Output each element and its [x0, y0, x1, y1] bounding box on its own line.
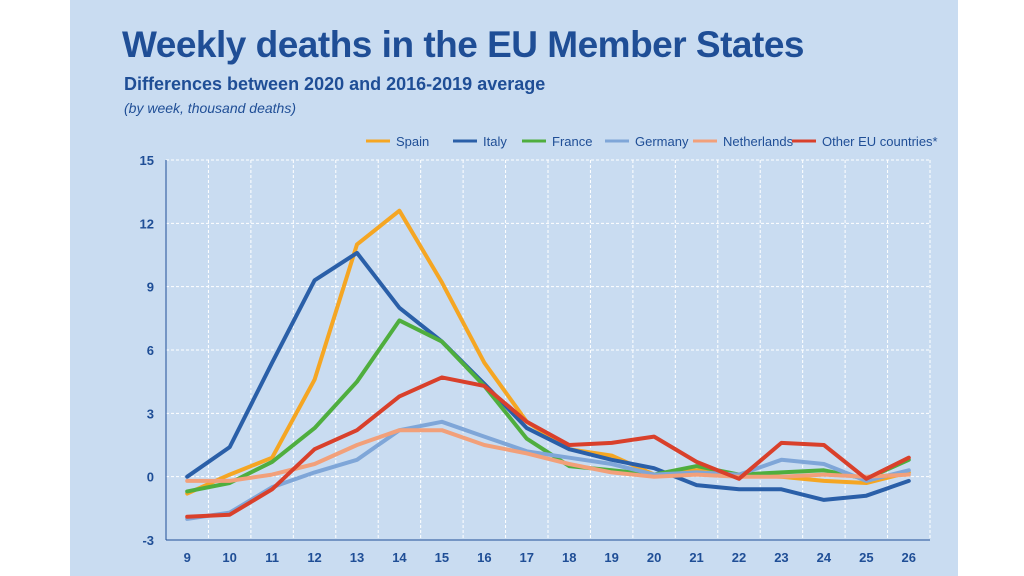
- x-tick-label: 11: [265, 550, 279, 565]
- x-tick-label: 15: [435, 550, 449, 565]
- y-tick-label: 12: [140, 216, 154, 231]
- series-line-france: [185, 318, 911, 494]
- y-tick-label: 0: [147, 470, 154, 485]
- x-tick-label: 19: [604, 550, 618, 565]
- x-tick-label: 13: [350, 550, 364, 565]
- line-chart: -3 0 3 6 9 12 15 9 10 11 12 13 14 15 16 17 18 19 20 21 22 23 2…: [140, 134, 938, 565]
- series-line-germany: [185, 419, 911, 521]
- legend-label: France: [552, 134, 592, 149]
- x-tick-label: 14: [392, 550, 407, 565]
- x-tick-label: 24: [817, 550, 832, 565]
- chart-subtitle: Differences between 2020 and 2016-2019 a…: [124, 74, 546, 94]
- series-line-italy: [185, 250, 911, 502]
- x-tick-label: 20: [647, 550, 661, 565]
- legend-label: Germany: [635, 134, 689, 149]
- x-tick-label: 22: [732, 550, 746, 565]
- x-tick-label: 16: [477, 550, 491, 565]
- x-tick-label: 10: [222, 550, 236, 565]
- x-tick-label: 12: [307, 550, 321, 565]
- y-tick-label: 6: [147, 343, 154, 358]
- x-tick-label: 25: [859, 550, 873, 565]
- x-tick-label: 21: [689, 550, 703, 565]
- chart-unit-note: (by week, thousand deaths): [124, 100, 296, 116]
- series-line-other-eu-countries: [185, 375, 911, 519]
- x-tick-label: 17: [520, 550, 534, 565]
- y-tick-label: 15: [140, 153, 154, 168]
- legend-label: Spain: [396, 134, 429, 149]
- x-tick-label: 23: [774, 550, 788, 565]
- y-tick-label: -3: [142, 533, 154, 548]
- y-tick-label: 3: [147, 406, 154, 421]
- legend-label: Netherlands: [723, 134, 794, 149]
- legend-label: Other EU countries*: [822, 134, 938, 149]
- legend-label: Italy: [483, 134, 507, 149]
- x-tick-label: 9: [184, 550, 191, 565]
- series-line-netherlands: [185, 428, 911, 483]
- y-tick-label: 9: [147, 280, 154, 295]
- chart-panel: Weekly deaths in the EU Member States Di…: [70, 0, 958, 576]
- x-tick-label: 18: [562, 550, 576, 565]
- x-tick-label: 26: [902, 550, 916, 565]
- chart-title: Weekly deaths in the EU Member States: [122, 24, 805, 65]
